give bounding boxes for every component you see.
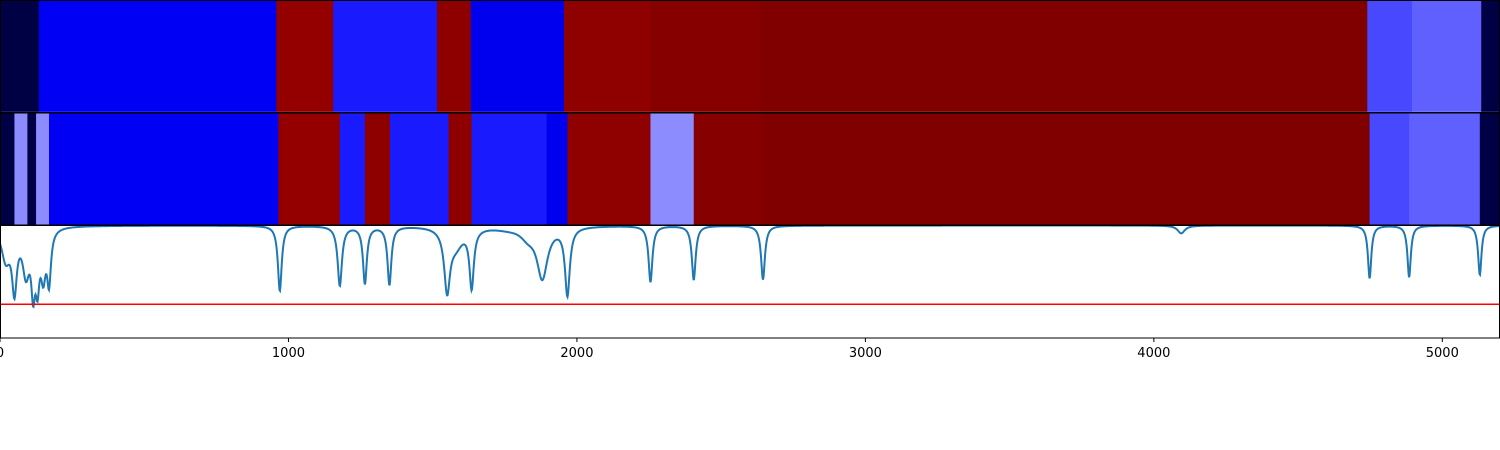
heatmap-segment (0, 0, 40, 113)
heatmap-segment (470, 0, 565, 113)
heatmap-track-1 (0, 0, 1500, 113)
heatmap-segment (762, 112, 1371, 226)
x-tick-label: 4000 (1137, 346, 1170, 361)
heatmap-segment (364, 112, 391, 226)
heatmap-segment (276, 0, 334, 113)
x-tick-label: 3000 (849, 346, 882, 361)
heatmap-segment (0, 112, 16, 226)
x-tick-label: 2000 (560, 346, 593, 361)
heatmap-segment (49, 112, 279, 226)
heatmap-segment (1479, 112, 1500, 226)
heatmap-segment (1481, 0, 1500, 113)
heatmap-segment (1412, 0, 1482, 113)
heatmap-segment (1409, 112, 1481, 226)
heatmap-segment (567, 112, 652, 226)
heatmap-segment (546, 112, 569, 226)
heatmap-segment (339, 112, 366, 226)
heatmap-segment (1369, 112, 1410, 226)
x-axis: 0 1000 2000 3000 4000 5000 (0, 338, 1459, 361)
heatmap-segment (650, 0, 761, 113)
heatmap-segment (437, 0, 472, 113)
heatmap-segment (760, 0, 1368, 113)
heatmap-segment (36, 112, 50, 226)
heatmap-segment (14, 112, 29, 226)
x-tick-label: 5000 (1426, 346, 1459, 361)
heatmap-segment (1367, 0, 1413, 113)
heatmap-segment (448, 112, 473, 226)
heatmap-segment (390, 112, 450, 226)
x-tick-label: 0 (0, 346, 4, 361)
heatmap-track-2 (0, 112, 1500, 226)
heatmap-segment (693, 112, 764, 226)
heatmap-segment (650, 112, 695, 226)
heatmap-segment (27, 112, 37, 226)
heatmap-segment (563, 0, 652, 113)
heatmap-segment (278, 112, 341, 226)
signal-line (0, 224, 1500, 309)
heatmap-segment (333, 0, 438, 113)
x-tick-label: 1000 (272, 346, 305, 361)
panel-frame-3 (0, 225, 1500, 339)
heatmap-segment (471, 112, 548, 226)
signal-panel (0, 224, 1500, 309)
heatmap-segment (38, 0, 277, 113)
